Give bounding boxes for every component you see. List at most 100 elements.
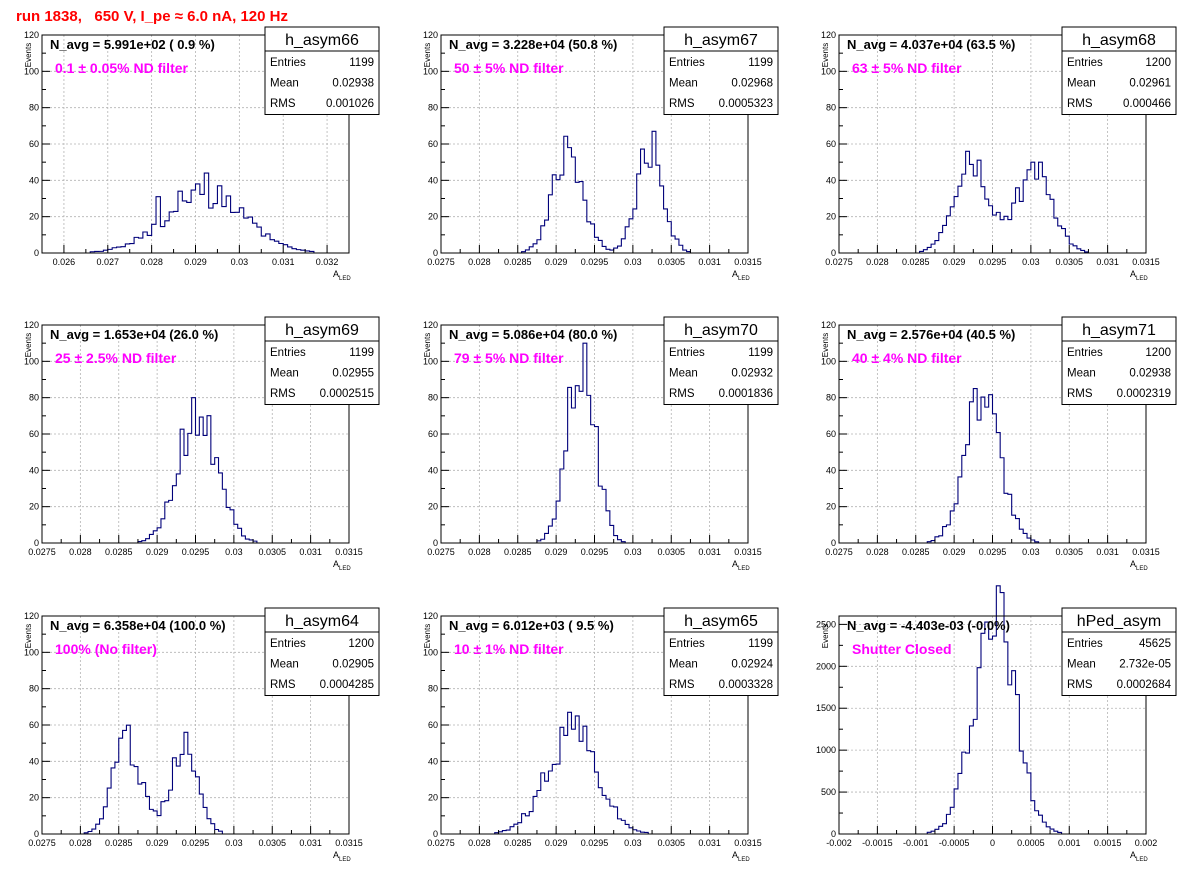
stats-box-title: h_asym70 xyxy=(684,322,758,339)
histogram-panel-h_asym71: 0.0275 0.028 0.0285 0.029 0.0295 0.03 0.0305 0.… xyxy=(821,316,1177,572)
y-axis-title: Events xyxy=(821,43,830,67)
x-axis-title: ALED xyxy=(732,850,750,863)
navg-label: N_avg = -4.403e-03 (-0.0%) xyxy=(847,618,1010,633)
x-tick-label: 0.0295 xyxy=(182,838,210,848)
stats-label: Entries xyxy=(270,57,306,69)
y-tick-label: 120 xyxy=(423,320,438,330)
y-tick-label: 120 xyxy=(821,30,836,40)
histogram-panel-hPed_asym: -0.002 -0.0015 -0.001 -0.0005 0 0.0005 0.001 0.… xyxy=(816,585,1177,863)
stats-value: 1199 xyxy=(349,347,374,359)
x-tick-label: 0.0305 xyxy=(657,547,685,557)
filter-annotation: 63 ± 5% ND filter xyxy=(852,60,962,76)
x-tick-label: 0.0275 xyxy=(28,838,56,848)
y-tick-label: 100 xyxy=(24,356,39,366)
y-tick-label: 80 xyxy=(29,393,39,403)
stats-box-title: h_asym71 xyxy=(1082,322,1156,339)
x-tick-label: 0.028 xyxy=(140,257,163,267)
stats-value: 0.02938 xyxy=(332,78,374,90)
x-tick-label: 0.031 xyxy=(1096,547,1119,557)
y-tick-label: 120 xyxy=(423,611,438,621)
navg-label: N_avg = 6.358e+04 (100.0 %) xyxy=(50,618,226,633)
x-tick-label: 0.0295 xyxy=(581,547,609,557)
x-tick-label: 0.03 xyxy=(1022,547,1040,557)
filter-annotation: 50 ± 5% ND filter xyxy=(454,60,564,76)
x-tick-label: 0.029 xyxy=(545,257,568,267)
stats-value: 0.001026 xyxy=(326,98,374,110)
filter-annotation: 10 ± 1% ND filter xyxy=(454,641,564,657)
x-tick-label: 0.028 xyxy=(866,257,889,267)
x-tick-label: -0.0015 xyxy=(862,838,893,848)
y-tick-label: 20 xyxy=(826,502,836,512)
x-tick-label: 0.0285 xyxy=(504,547,532,557)
y-tick-label: 120 xyxy=(24,611,39,621)
stats-box xyxy=(663,316,779,405)
stats-label: Mean xyxy=(1067,368,1096,380)
stats-label: Entries xyxy=(669,57,705,69)
x-axis-title: ALED xyxy=(333,269,351,282)
histogram-panel-h_asym70: 0.0275 0.028 0.0285 0.029 0.0295 0.03 0.0305 0.… xyxy=(423,316,779,572)
x-tick-label: 0.03 xyxy=(231,257,249,267)
navg-label: N_avg = 4.037e+04 (63.5 %) xyxy=(847,37,1015,52)
y-tick-label: 40 xyxy=(29,175,39,185)
x-tick-label: 0.001 xyxy=(1058,838,1081,848)
x-tick-label: 0.0315 xyxy=(1132,547,1160,557)
y-tick-label: 100 xyxy=(24,647,39,657)
x-tick-label: 0.0305 xyxy=(657,838,685,848)
x-tick-label: 0.028 xyxy=(468,838,491,848)
x-tick-label: 0.031 xyxy=(299,547,322,557)
y-axis-title: Events xyxy=(24,624,33,648)
y-axis-title: Events xyxy=(821,624,830,648)
y-tick-label: 500 xyxy=(821,787,836,797)
x-tick-label: 0.0285 xyxy=(105,547,133,557)
y-tick-label: 40 xyxy=(29,756,39,766)
y-tick-label: 0 xyxy=(433,829,438,839)
y-tick-label: 100 xyxy=(821,66,836,76)
stats-value: 0.02968 xyxy=(731,78,773,90)
y-tick-label: 60 xyxy=(29,139,39,149)
stats-label: Mean xyxy=(1067,659,1096,671)
histogram-line-h_asym66 xyxy=(42,172,349,254)
stats-value: 0.0002515 xyxy=(320,388,374,400)
stats-label: RMS xyxy=(669,679,695,691)
stats-value: 0.02961 xyxy=(1129,78,1171,90)
y-tick-label: 20 xyxy=(29,212,39,222)
stats-value: 1200 xyxy=(1145,347,1171,359)
y-axis-title: Events xyxy=(423,624,432,648)
y-tick-label: 80 xyxy=(428,103,438,113)
x-tick-label: 0.0275 xyxy=(427,547,455,557)
x-tick-label: 0.03 xyxy=(624,547,642,557)
histogram-panel-h_asym69: 0.0275 0.028 0.0285 0.029 0.0295 0.03 0.0305 0.… xyxy=(24,316,380,572)
x-tick-label: 0.031 xyxy=(1096,257,1119,267)
stats-box-title: hPed_asym xyxy=(1077,613,1162,630)
x-tick-label: 0.0315 xyxy=(1132,257,1160,267)
stats-box-title: h_asym66 xyxy=(285,32,359,49)
stats-label: Mean xyxy=(270,78,299,90)
y-tick-label: 20 xyxy=(428,212,438,222)
x-tick-label: 0.026 xyxy=(53,257,76,267)
stats-label: RMS xyxy=(270,98,296,110)
y-tick-label: 100 xyxy=(821,356,836,366)
stats-box-title: h_asym69 xyxy=(285,322,359,339)
histogram-panel-h_asym66: 0.026 0.027 0.028 0.029 0.03 0.031 0.032 0 20 40 6… xyxy=(24,26,380,282)
x-tick-label: 0.03 xyxy=(1022,257,1040,267)
stats-label: RMS xyxy=(1067,679,1093,691)
y-tick-label: 100 xyxy=(423,356,438,366)
y-tick-label: 20 xyxy=(826,212,836,222)
stats-box xyxy=(264,26,380,115)
y-tick-label: 80 xyxy=(428,684,438,694)
navg-label: N_avg = 1.653e+04 (26.0 %) xyxy=(50,327,218,342)
stats-box-title: h_asym68 xyxy=(1082,32,1156,49)
stats-value: 1200 xyxy=(348,638,374,650)
stats-label: Entries xyxy=(270,638,306,650)
y-axis-title: Events xyxy=(24,333,33,357)
x-tick-label: 0.028 xyxy=(69,547,92,557)
y-tick-label: 40 xyxy=(29,465,39,475)
x-tick-label: 0.028 xyxy=(468,547,491,557)
x-tick-label: 0.03 xyxy=(225,838,243,848)
stats-box-title: h_asym65 xyxy=(684,613,758,630)
x-tick-label: 0.0305 xyxy=(1055,257,1083,267)
stats-value: 0.02924 xyxy=(731,659,773,671)
stats-value: 1199 xyxy=(748,57,773,69)
x-tick-label: 0.031 xyxy=(299,838,322,848)
y-tick-label: 2000 xyxy=(816,661,836,671)
